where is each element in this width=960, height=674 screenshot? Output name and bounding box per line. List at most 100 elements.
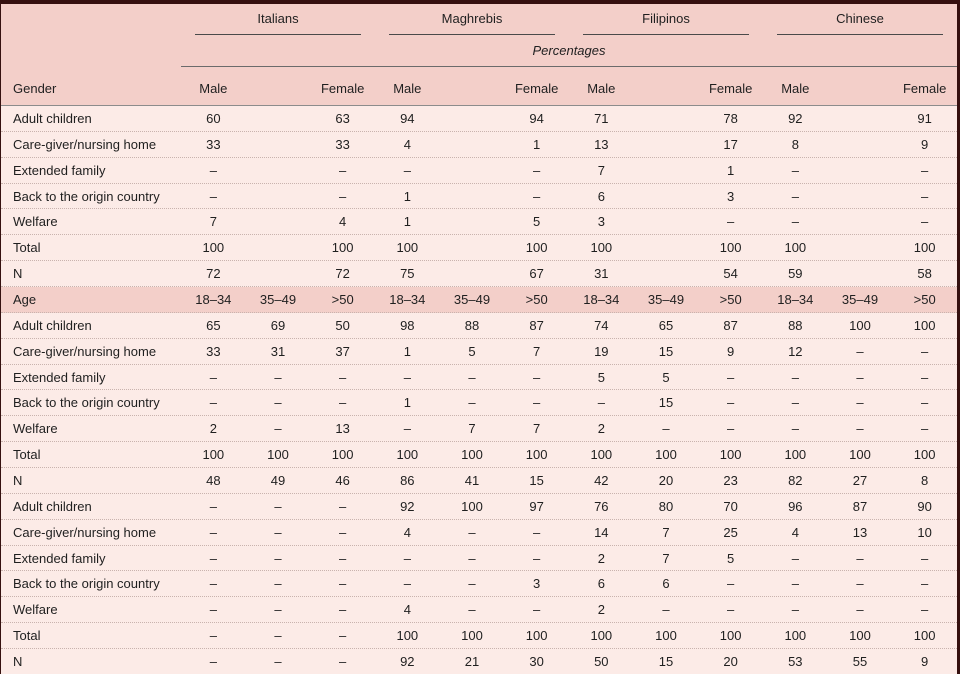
value-cell: 15 <box>658 395 674 411</box>
value-cell: 7 <box>468 421 476 437</box>
value-cell: 100 <box>719 447 742 463</box>
age-column-header: >50 <box>913 291 936 307</box>
value-cell: 2 <box>597 421 605 437</box>
value-cell: 100 <box>849 447 871 463</box>
value-cell: 5 <box>597 369 605 385</box>
value-cell: – <box>274 576 282 592</box>
row-label: Total <box>13 628 41 644</box>
value-cell: 15 <box>658 343 674 359</box>
value-cell: – <box>468 550 476 566</box>
table-body: Adult children 60 63 94 94 71 78 92 91 Care-giver… <box>1 106 957 674</box>
value-cell: – <box>921 550 929 566</box>
value-cell: 48 <box>206 472 221 488</box>
value-cell: – <box>339 576 347 592</box>
value-cell: 100 <box>913 447 936 463</box>
value-cell: 100 <box>655 447 677 463</box>
value-cell: 25 <box>723 524 738 540</box>
percentages-label: Percentages <box>532 43 606 58</box>
table-row: Total 100 100 100 100 100 100 100 100 <box>1 235 957 262</box>
value-cell: 50 <box>335 317 350 333</box>
table-row: Adult children 65 69 50 98 88 87 74 65 87 88 100 100 <box>1 313 957 339</box>
age-column-header: >50 <box>719 291 742 307</box>
value-cell: 1 <box>403 214 411 230</box>
value-cell: 12 <box>788 343 803 359</box>
value-cell: 100 <box>849 317 871 333</box>
value-cell: 58 <box>917 266 932 282</box>
value-cell: 33 <box>206 343 221 359</box>
value-cell: 100 <box>784 240 807 256</box>
row-label: N <box>13 472 23 488</box>
value-cell: 31 <box>270 343 286 359</box>
row-label: Adult children <box>13 110 92 126</box>
value-cell: 100 <box>590 240 613 256</box>
value-cell: 3 <box>533 576 541 592</box>
value-cell: 54 <box>723 266 738 282</box>
value-cell: 98 <box>400 317 415 333</box>
gender-header-row: Gender Male Female Male Female Male Female Mal… <box>1 67 957 105</box>
value-cell: 2 <box>597 550 605 566</box>
value-cell: – <box>274 550 282 566</box>
row-label: Total <box>13 240 41 256</box>
value-cell: 100 <box>396 447 419 463</box>
value-cell: 87 <box>852 498 868 514</box>
value-cell: 100 <box>525 240 548 256</box>
value-cell: 10 <box>917 524 932 540</box>
gender-column-spacer <box>440 96 505 105</box>
value-cell: – <box>921 421 929 437</box>
value-cell: 15 <box>658 653 674 669</box>
value-cell: – <box>339 653 347 669</box>
value-cell: 100 <box>525 447 548 463</box>
row-label: Back to the origin country <box>13 395 160 411</box>
value-cell: 4 <box>403 602 411 618</box>
gender-column-header: Male <box>393 81 422 96</box>
value-cell: – <box>274 653 282 669</box>
value-cell: 4 <box>403 524 411 540</box>
value-cell: – <box>533 162 541 178</box>
value-cell: 37 <box>335 343 350 359</box>
value-cell: – <box>856 550 864 566</box>
value-cell: – <box>468 576 476 592</box>
value-cell: – <box>856 576 864 592</box>
percentages-row: Percentages <box>1 35 957 67</box>
value-cell: – <box>339 395 347 411</box>
value-cell: 9 <box>727 343 735 359</box>
value-cell: 87 <box>723 317 738 333</box>
table-row: Care-giver/nursing home 33 33 4 1 13 17 8 9 <box>1 132 957 158</box>
row-label: Care-giver/nursing home <box>13 343 157 359</box>
value-cell: 4 <box>791 524 799 540</box>
value-cell: 3 <box>597 214 605 230</box>
table-row: N 48 49 46 86 41 15 42 20 23 82 27 8 <box>1 468 957 494</box>
value-cell: 100 <box>719 628 742 644</box>
value-cell: 1 <box>403 395 411 411</box>
value-cell: 67 <box>529 266 544 282</box>
percentages-label-cell: Percentages <box>181 35 957 67</box>
age-column-header: 35–49 <box>841 291 879 307</box>
value-cell: – <box>921 343 929 359</box>
value-cell: 6 <box>597 188 605 204</box>
age-row-label: Age <box>13 291 37 307</box>
value-cell: – <box>791 602 799 618</box>
value-cell: 100 <box>655 628 677 644</box>
value-cell: – <box>339 188 347 204</box>
row-label: Care-giver/nursing home <box>13 524 157 540</box>
group-label: Maghrebis <box>441 11 503 26</box>
value-cell: 33 <box>206 136 221 152</box>
value-cell: 13 <box>594 136 609 152</box>
value-cell: – <box>209 162 217 178</box>
value-cell: 13 <box>852 524 868 540</box>
value-cell: 2 <box>209 421 217 437</box>
value-cell: 80 <box>658 498 674 514</box>
value-cell: – <box>856 369 864 385</box>
value-cell: 20 <box>723 653 738 669</box>
value-cell: – <box>274 628 282 644</box>
value-cell: 7 <box>533 343 541 359</box>
value-cell: – <box>209 395 217 411</box>
value-cell: – <box>468 524 476 540</box>
value-cell: – <box>339 524 347 540</box>
value-cell: – <box>791 550 799 566</box>
value-cell: 100 <box>331 240 354 256</box>
value-cell: 76 <box>594 498 609 514</box>
value-cell: – <box>856 421 864 437</box>
value-cell: 7 <box>209 214 217 230</box>
